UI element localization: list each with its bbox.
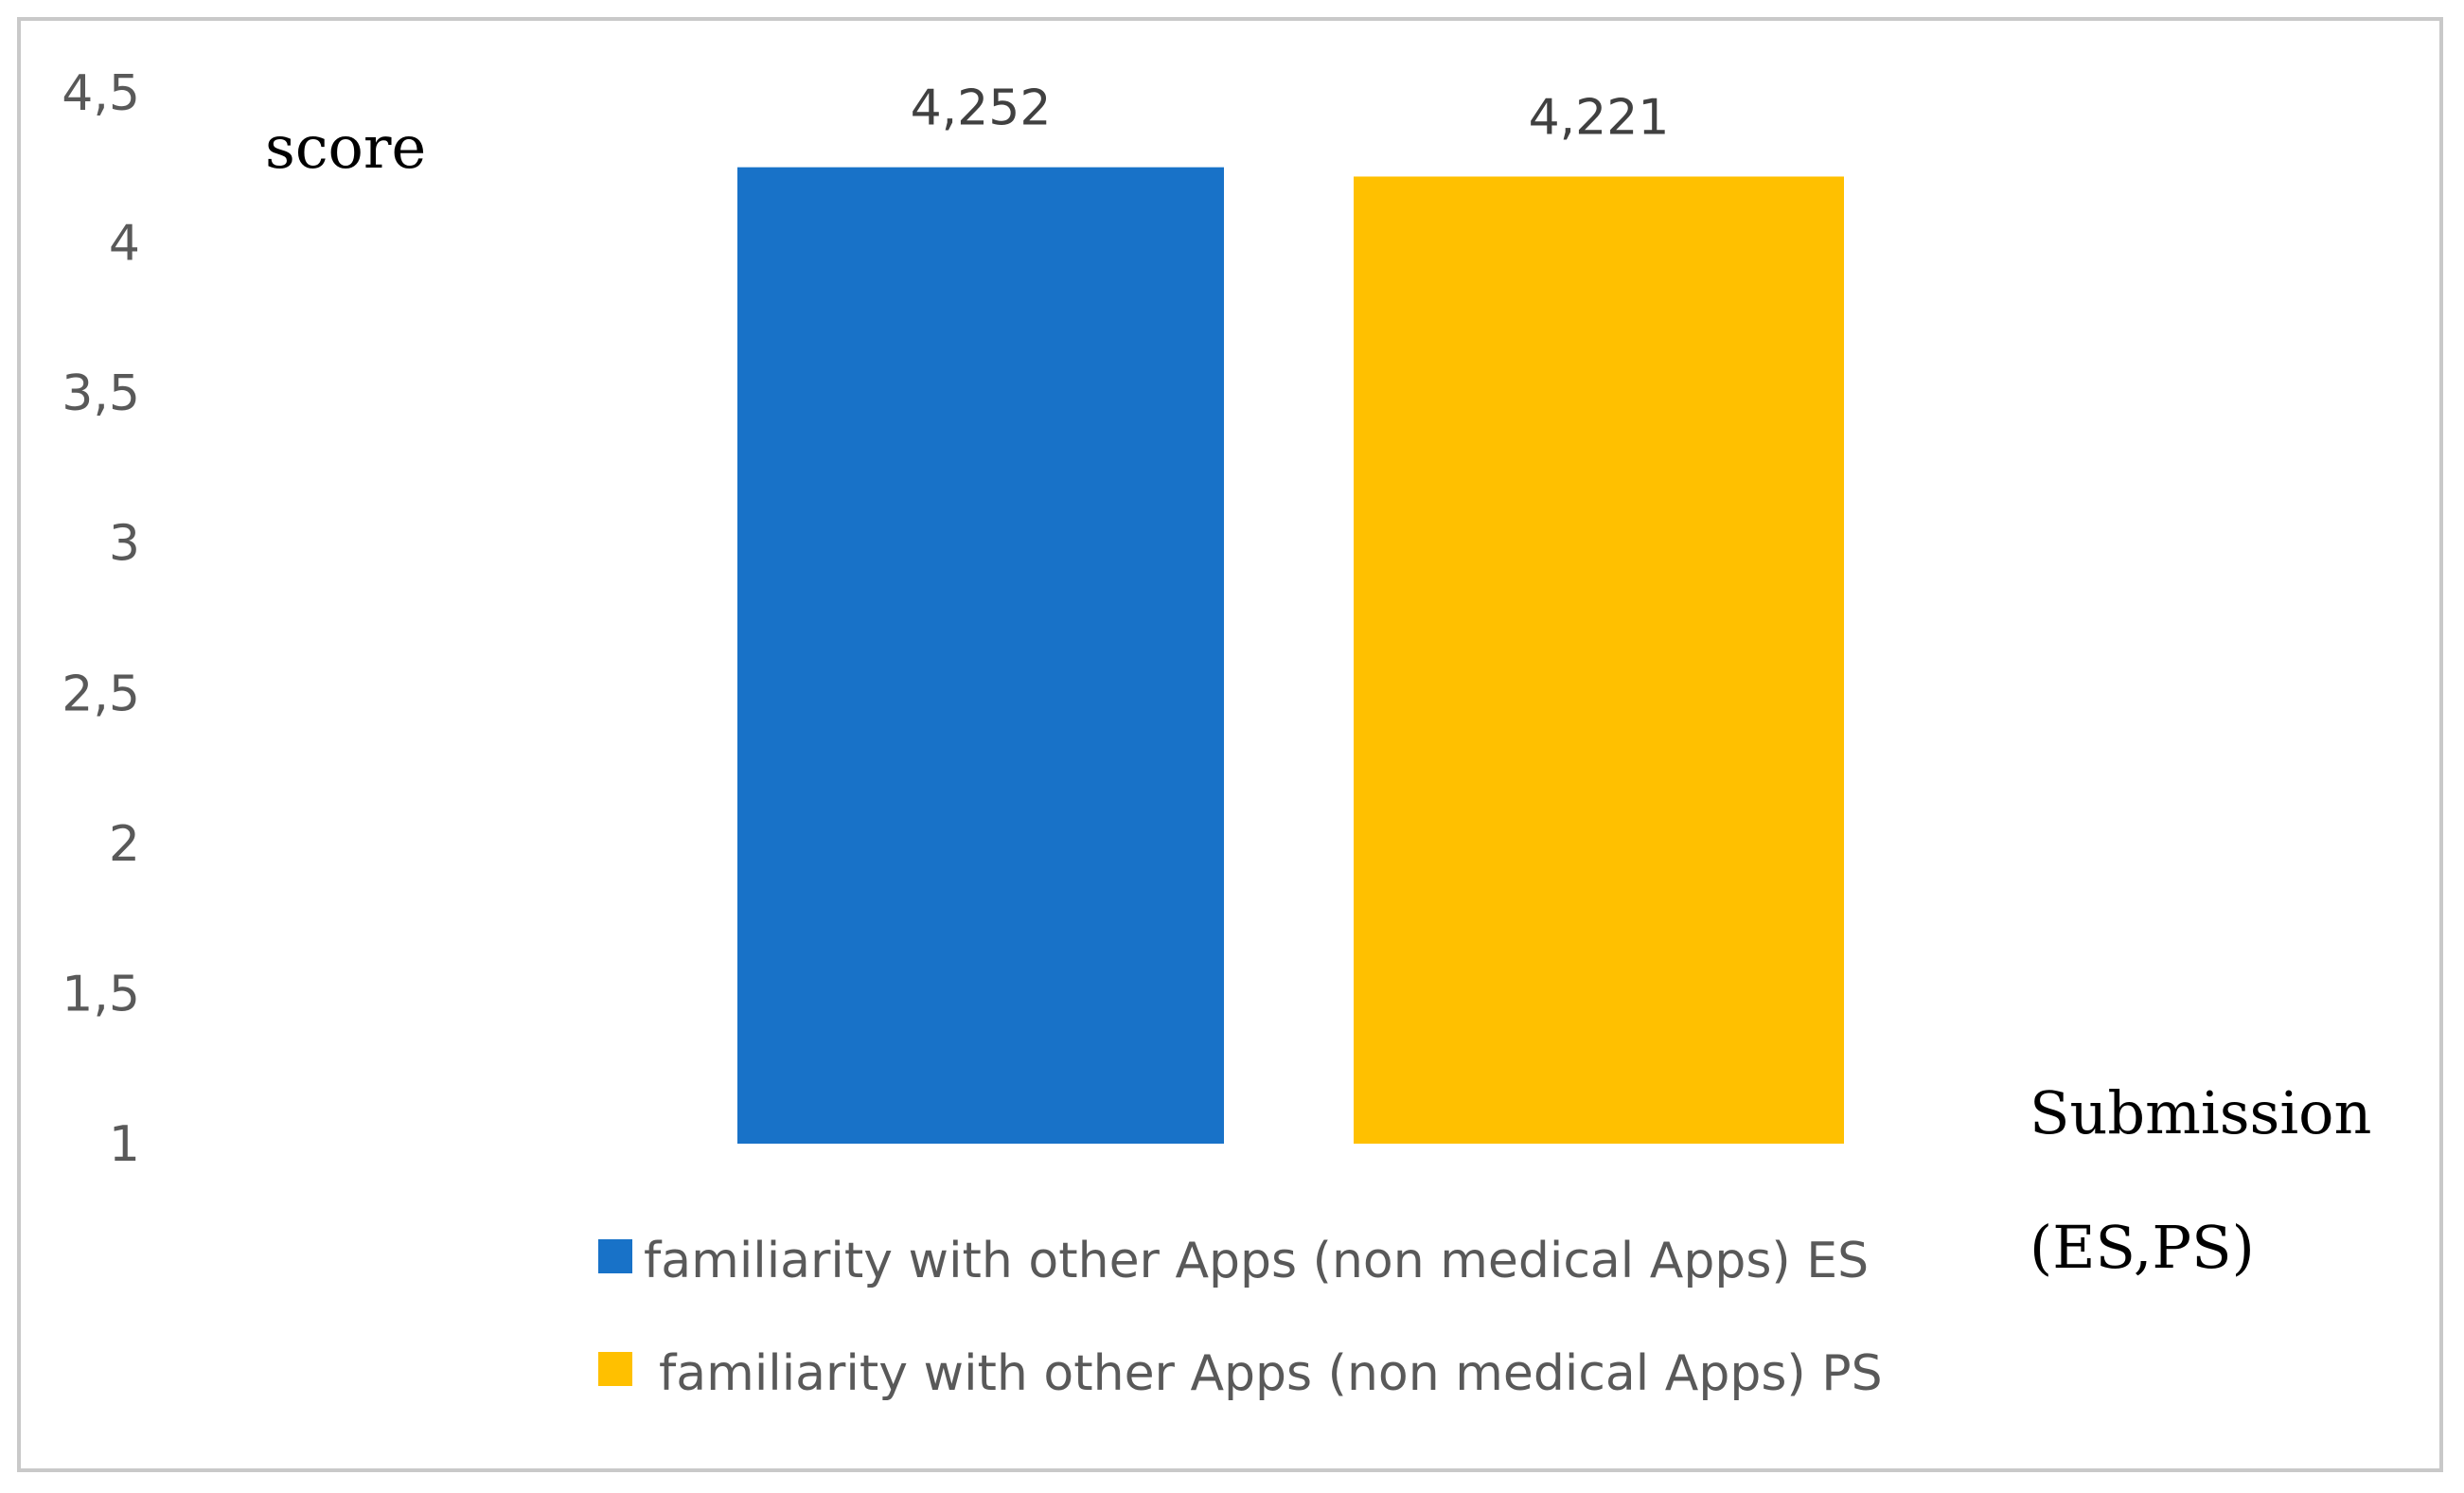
x-axis-title-line-1: Submission bbox=[2030, 1078, 2371, 1147]
y-tick-label: 1 bbox=[109, 1116, 140, 1173]
y-tick-label: 4,5 bbox=[62, 65, 140, 122]
x-axis-title-line-2: (ES,PS) bbox=[2030, 1213, 2255, 1282]
chart-frame: 1 1,5 2 2,5 3 3,5 4 4,5 4,252 4,221 score Submis… bbox=[17, 17, 2443, 1472]
y-tick-label: 2,5 bbox=[62, 666, 140, 722]
data-label-series-1: 4,252 bbox=[911, 80, 1052, 137]
bar-series-2 bbox=[1354, 176, 1844, 1145]
y-tick-label: 3,5 bbox=[62, 365, 140, 422]
legend: familiarity with other Apps (non medical… bbox=[598, 1233, 1883, 1402]
bars bbox=[737, 167, 1844, 1145]
legend-swatch-series-2 bbox=[598, 1352, 632, 1386]
data-label-series-2: 4,221 bbox=[1529, 89, 1670, 146]
y-tick-label: 1,5 bbox=[62, 966, 140, 1022]
y-axis-title: score bbox=[265, 113, 426, 182]
bar-series-1 bbox=[737, 167, 1224, 1145]
y-tick-label: 2 bbox=[109, 816, 140, 873]
legend-label-series-2: familiarity with other Apps (non medical… bbox=[659, 1345, 1883, 1402]
y-tick-label: 4 bbox=[109, 216, 140, 273]
y-tick-label: 3 bbox=[109, 516, 140, 573]
y-axis-ticks: 1 1,5 2 2,5 3 3,5 4 4,5 bbox=[62, 65, 140, 1173]
legend-swatch-series-1 bbox=[598, 1239, 632, 1273]
data-labels: 4,252 4,221 bbox=[911, 80, 1670, 147]
bar-chart: 1 1,5 2 2,5 3 3,5 4 4,5 4,252 4,221 score Submis… bbox=[62, 65, 2371, 1402]
legend-label-series-1: familiarity with other Apps (non medical… bbox=[644, 1233, 1869, 1289]
